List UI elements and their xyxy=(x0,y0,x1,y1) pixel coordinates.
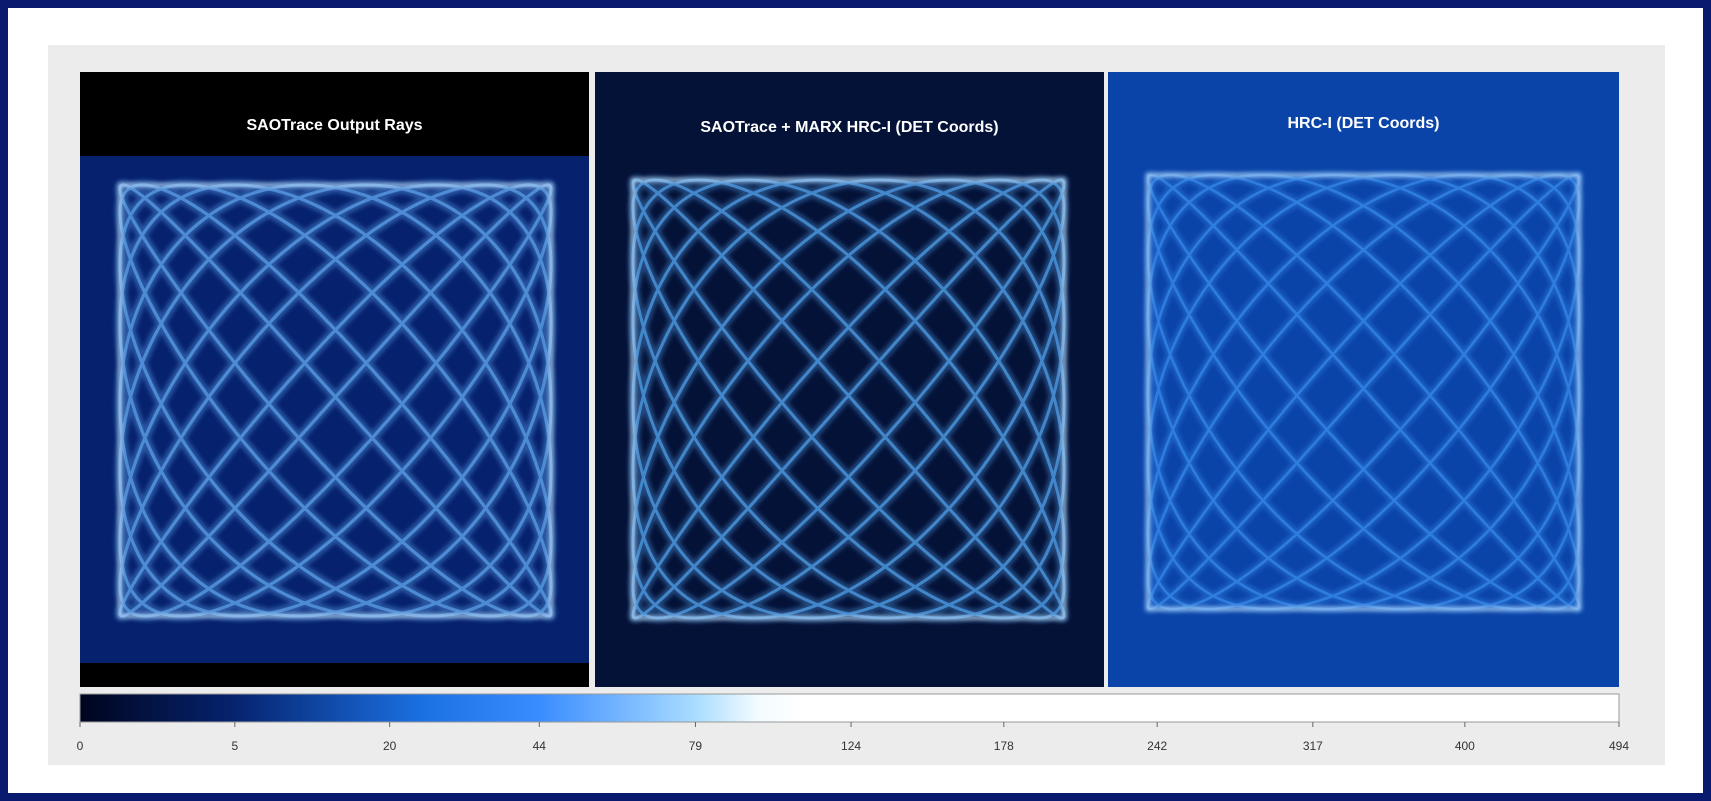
tick-label: 20 xyxy=(383,739,397,753)
image-panel: SAOTrace + MARX HRC-I (DET Coords) xyxy=(595,72,1104,687)
image-panel: HRC-I (DET Coords) xyxy=(1108,72,1619,687)
tick-label: 44 xyxy=(533,739,547,753)
panel-title: SAOTrace + MARX HRC-I (DET Coords) xyxy=(700,119,998,136)
pattern-edge xyxy=(1146,173,1581,611)
tick-label: 79 xyxy=(689,739,703,753)
panel-title: HRC-I (DET Coords) xyxy=(1288,115,1440,132)
pattern-edge xyxy=(631,178,1066,620)
tick-label: 242 xyxy=(1147,739,1167,753)
tick-label: 494 xyxy=(1609,739,1629,753)
tick-label: 178 xyxy=(994,739,1014,753)
pattern xyxy=(118,183,553,618)
image-border xyxy=(80,663,589,687)
panel-title: SAOTrace Output Rays xyxy=(246,117,422,134)
colorbar xyxy=(79,693,1620,723)
tick-label: 317 xyxy=(1303,739,1323,753)
tick-label: 5 xyxy=(231,739,238,753)
tick-label: 400 xyxy=(1455,739,1475,753)
tick-label: 124 xyxy=(841,739,861,753)
pattern xyxy=(1146,173,1581,611)
image-panel: SAOTrace Output Rays xyxy=(80,72,589,687)
image-border xyxy=(80,72,589,156)
pattern-edge xyxy=(118,183,553,618)
tick-label: 0 xyxy=(77,739,84,753)
pattern xyxy=(631,178,1066,620)
